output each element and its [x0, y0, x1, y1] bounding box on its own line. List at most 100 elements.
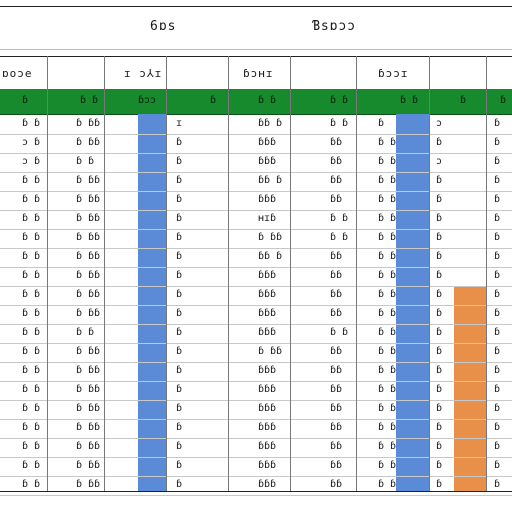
table-cell[interactable]: ɓ ɓ: [378, 175, 397, 186]
column-header[interactable]: ɓɔɔɪ: [378, 67, 409, 80]
table-cell[interactable]: ɓ ɓ: [330, 327, 349, 338]
table-cell[interactable]: ɓ: [176, 213, 183, 224]
table-cell[interactable]: ɓ: [436, 232, 443, 243]
table-cell[interactable]: ɓ: [176, 441, 183, 452]
column-header[interactable]: ɓɔʜɪ: [243, 67, 274, 80]
table-cell[interactable]: ɓɓ: [330, 289, 343, 300]
table-cell[interactable]: ɓɓ: [330, 384, 343, 395]
table-cell[interactable]: ɓ: [436, 460, 443, 471]
table-cell[interactable]: ɓ ɓɓ: [76, 232, 101, 243]
table-cell[interactable]: ɓ ɓɓ: [76, 460, 101, 471]
green-cell[interactable]: ɓ: [460, 95, 467, 106]
table-cell[interactable]: ɓɓ: [330, 460, 343, 471]
table-cell[interactable]: ɓ ɓ: [330, 118, 349, 129]
green-cell[interactable]: ɓ ɓ: [400, 95, 419, 106]
table-cell[interactable]: ɓ ɓ: [378, 194, 397, 205]
table-cell[interactable]: ɓ: [494, 327, 501, 338]
table-cell[interactable]: ɓ: [494, 232, 501, 243]
table-cell[interactable]: ɓ: [436, 308, 443, 319]
table-cell[interactable]: ɓ: [494, 118, 501, 129]
table-cell[interactable]: ɓ ɓ: [22, 289, 41, 300]
table-cell[interactable]: ɓ: [176, 251, 183, 262]
table-cell[interactable]: ɓ: [176, 156, 183, 167]
table-cell[interactable]: ɓ ɓɓ: [76, 137, 101, 148]
table-cell[interactable]: ɓ: [436, 289, 443, 300]
table-cell[interactable]: ɓɓɓ: [258, 194, 277, 205]
table-cell[interactable]: ɓ: [436, 137, 443, 148]
table-cell[interactable]: ɔ ɓ: [22, 137, 41, 148]
table-cell[interactable]: ɓ: [176, 460, 183, 471]
table-cell[interactable]: ɓ: [176, 137, 183, 148]
table-cell[interactable]: ɓ: [436, 441, 443, 452]
table-cell[interactable]: ɓ: [436, 270, 443, 281]
table-cell[interactable]: ɓ: [494, 289, 501, 300]
table-cell[interactable]: ɓ: [494, 460, 501, 471]
table-cell[interactable]: ɓ: [436, 327, 443, 338]
table-cell[interactable]: ɓ ɓɓ: [76, 194, 101, 205]
table-cell[interactable]: ɓ ɓɓ: [76, 213, 101, 224]
table-cell[interactable]: ɓ ɓɓ: [76, 118, 101, 129]
table-cell[interactable]: ɓɓɓ: [258, 403, 277, 414]
table-cell[interactable]: ɓ ɓ: [22, 213, 41, 224]
table-cell[interactable]: ɓ ɓ: [22, 479, 41, 490]
table-cell[interactable]: ɓ: [176, 327, 183, 338]
table-cell[interactable]: ʜɪɓ: [258, 213, 277, 224]
table-cell[interactable]: ɓɓ ɓ: [258, 175, 283, 186]
green-cell[interactable]: ɓ: [210, 95, 217, 106]
table-cell[interactable]: ɓ ɓɓ: [76, 422, 101, 433]
table-cell[interactable]: ɓ ɓ: [378, 403, 397, 414]
table-cell[interactable]: ɓ: [378, 118, 385, 129]
table-cell[interactable]: ɓ: [494, 422, 501, 433]
table-cell[interactable]: ɓɓɓ: [258, 460, 277, 471]
table-cell[interactable]: ɓ ɓɓ: [76, 384, 101, 395]
table-cell[interactable]: ɔ: [436, 118, 443, 129]
table-cell[interactable]: ɓ ɓ: [378, 213, 397, 224]
table-cell[interactable]: ɓ: [436, 346, 443, 357]
table-cell[interactable]: ɓ ɓ: [378, 384, 397, 395]
table-cell[interactable]: ɪ: [176, 118, 183, 129]
table-cell[interactable]: ɓ ɓ: [22, 441, 41, 452]
table-cell[interactable]: ɓ: [436, 194, 443, 205]
table-cell[interactable]: ɓ: [176, 194, 183, 205]
table-cell[interactable]: ɓ ɓ: [330, 213, 349, 224]
table-cell[interactable]: ɓ ɓɓ: [76, 403, 101, 414]
table-cell[interactable]: ɓ: [176, 232, 183, 243]
table-cell[interactable]: ɓ ɓ: [22, 270, 41, 281]
table-cell[interactable]: ɔ: [436, 156, 443, 167]
table-cell[interactable]: ɓɓɓ: [258, 441, 277, 452]
table-cell[interactable]: ɓ: [436, 384, 443, 395]
table-cell[interactable]: ɓɓ: [330, 441, 343, 452]
table-cell[interactable]: ɓ ɓ: [22, 175, 41, 186]
table-cell[interactable]: ɓ: [176, 270, 183, 281]
table-cell[interactable]: ɓ: [436, 422, 443, 433]
table-cell[interactable]: ɓɓɓ: [258, 270, 277, 281]
table-cell[interactable]: ɓɓɓ: [258, 289, 277, 300]
table-cell[interactable]: ɓ: [436, 175, 443, 186]
table-cell[interactable]: ɓ ɓɓ: [76, 270, 101, 281]
table-cell[interactable]: ɓɓ: [330, 308, 343, 319]
table-cell[interactable]: ɓ: [494, 137, 501, 148]
table-cell[interactable]: ɓ ɓ: [378, 327, 397, 338]
table-cell[interactable]: ɓ ɓ: [378, 251, 397, 262]
table-cell[interactable]: ɓ: [436, 365, 443, 376]
table-cell[interactable]: ɓɓ ɓ: [258, 251, 283, 262]
table-cell[interactable]: ɓ ɓɓ: [76, 289, 101, 300]
table-cell[interactable]: ɓ: [494, 308, 501, 319]
table-cell[interactable]: ɓ: [494, 403, 501, 414]
table-cell[interactable]: ɓ ɓ: [22, 194, 41, 205]
table-cell[interactable]: ɓ ɓ: [378, 365, 397, 376]
column-header[interactable]: ɒoɔe: [2, 67, 33, 80]
table-cell[interactable]: ɓɓɓ: [258, 308, 277, 319]
table-cell[interactable]: ɔ ɓ: [22, 156, 41, 167]
table-cell[interactable]: ɓ: [176, 289, 183, 300]
green-cell[interactable]: ɓɔɔ: [138, 95, 157, 106]
table-cell[interactable]: ɓ ɓ: [378, 422, 397, 433]
table-cell[interactable]: ɓ ɓ: [22, 365, 41, 376]
table-cell[interactable]: ɓ ɓɓ: [76, 308, 101, 319]
table-cell[interactable]: ɓɓ: [330, 251, 343, 262]
table-cell[interactable]: ɓɓ: [330, 422, 343, 433]
table-cell[interactable]: ɓ ɓ: [22, 422, 41, 433]
table-cell[interactable]: ɓɓ: [330, 137, 343, 148]
table-cell[interactable]: ɓ ɓ: [22, 118, 41, 129]
table-cell[interactable]: ɓ: [436, 479, 443, 490]
